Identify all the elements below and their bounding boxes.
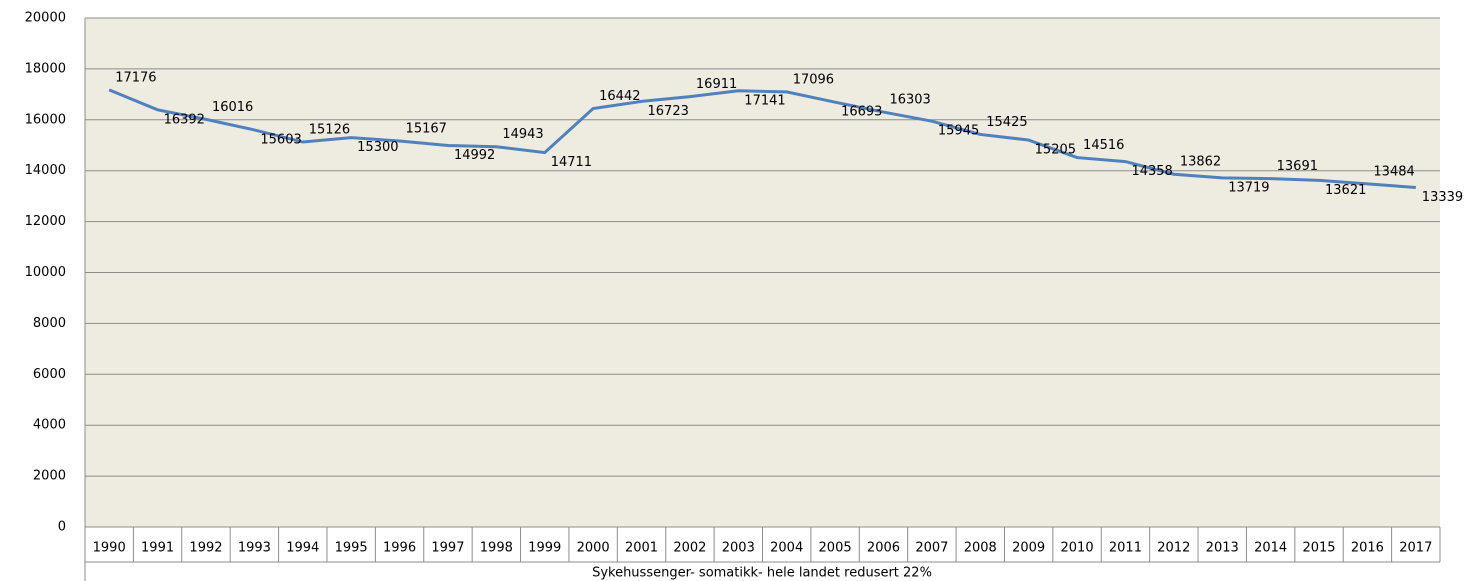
y-tick-label: 6000: [33, 367, 66, 382]
data-label: 15300: [357, 140, 398, 155]
data-label: 13862: [1180, 155, 1221, 170]
x-tick-label: 2004: [770, 541, 803, 556]
data-label: 16693: [841, 105, 882, 120]
y-tick-label: 0: [58, 520, 66, 535]
x-tick-label: 1997: [431, 541, 464, 556]
x-tick-label: 2014: [1254, 541, 1287, 556]
x-tick-label: 1999: [528, 541, 561, 556]
data-label: 15205: [1035, 143, 1076, 158]
data-label: 14358: [1131, 164, 1172, 179]
data-label: 13484: [1373, 164, 1414, 179]
data-label: 14711: [551, 155, 592, 170]
x-tick-label: 2000: [577, 541, 610, 556]
data-label: 15126: [309, 123, 350, 138]
x-tick-label: 1998: [480, 541, 513, 556]
data-label: 17176: [115, 70, 156, 85]
x-tick-label: 1990: [93, 541, 126, 556]
data-label: 15425: [986, 115, 1027, 130]
y-tick-label: 18000: [25, 61, 66, 76]
data-label: 15167: [406, 121, 447, 136]
y-tick-label: 10000: [25, 265, 66, 280]
data-label: 13339: [1422, 190, 1463, 205]
line: [108, 88, 1416, 190]
x-tick-label: 2011: [1109, 541, 1142, 556]
y-tick-label: 14000: [25, 163, 66, 178]
data-label: 14943: [502, 127, 543, 142]
data-label: 17141: [744, 93, 785, 108]
data-label: 15945: [938, 124, 979, 139]
x-tick-label: 2015: [1302, 541, 1335, 556]
data-label: 16392: [164, 112, 205, 127]
data-label: 14992: [454, 148, 495, 163]
data-label: 14516: [1083, 138, 1124, 153]
x-tick-label: 2012: [1157, 541, 1190, 556]
y-tick-label: 12000: [25, 214, 66, 229]
data-label: 17096: [793, 72, 834, 87]
x-tick-label: 2007: [915, 541, 948, 556]
x-tick-label: 1992: [189, 541, 222, 556]
x-tick-label: 2017: [1399, 541, 1432, 556]
x-tick-label: 2001: [625, 541, 658, 556]
x-tick-label: 1995: [335, 541, 368, 556]
data-label: 15603: [260, 132, 301, 147]
x-axis-title: Sykehussenger- somatikk- hele landet red…: [592, 566, 932, 581]
x-tick-label: 2002: [673, 541, 706, 556]
x-tick-label: 2005: [819, 541, 852, 556]
y-tick-label: 4000: [33, 418, 66, 433]
y-tick-label: 8000: [33, 316, 66, 331]
x-tick-label: 2009: [1012, 541, 1045, 556]
x-tick-label: 2013: [1206, 541, 1239, 556]
x-tick-label: 2008: [964, 541, 997, 556]
data-label: 16723: [648, 104, 689, 119]
data-label: 16442: [599, 89, 640, 104]
x-tick-label: 1993: [238, 541, 271, 556]
y-tick-label: 2000: [33, 469, 66, 484]
data-label: 16911: [696, 77, 737, 92]
x-tick-label: 2016: [1351, 541, 1384, 556]
x-tick-label: 2003: [722, 541, 755, 556]
y-tick-label: 20000: [25, 11, 66, 26]
data-label: 16303: [889, 93, 930, 108]
data-label: 13691: [1277, 159, 1318, 174]
x-tick-label: 2006: [867, 541, 900, 556]
x-tick-label: 1996: [383, 541, 416, 556]
x-tick-label: 1991: [141, 541, 174, 556]
x-tick-label: 2010: [1061, 541, 1094, 556]
y-tick-label: 16000: [25, 112, 66, 127]
data-label: 16016: [212, 100, 253, 115]
data-label: 13719: [1228, 180, 1269, 195]
data-label: 13621: [1325, 183, 1366, 198]
x-tick-label: 1994: [286, 541, 319, 556]
